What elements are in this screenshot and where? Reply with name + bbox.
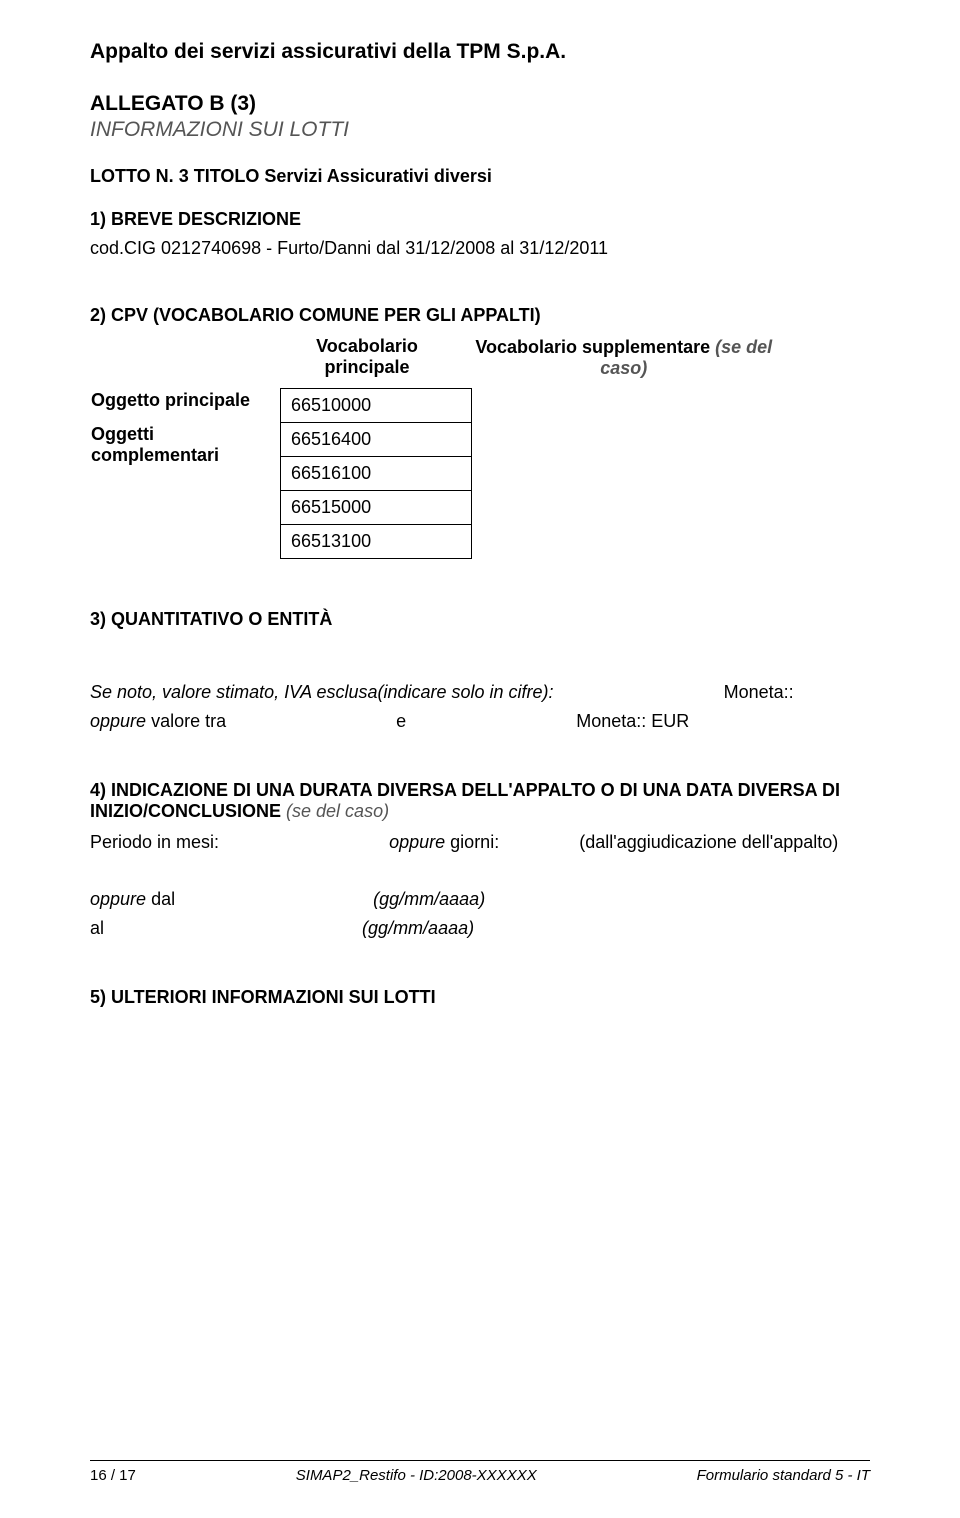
s3-line2-moneta: Moneta:: EUR (576, 711, 689, 731)
lotto-titolo-value: Servizi Assicurativi diversi (264, 166, 491, 186)
cpv-complementari-1: 66516100 (281, 457, 472, 491)
s3-line2-valore-tra: valore tra (151, 711, 226, 731)
running-title: Appalto dei servizi assicurativi della T… (90, 40, 870, 64)
s4-periodo-line: Periodo in mesi: oppure giorni: (dall'ag… (90, 832, 870, 853)
cpv-col-main: Vocabolario principale (281, 334, 472, 389)
s4-al-line: al (gg/mm/aaaa) (90, 918, 870, 939)
s1-text: cod.CIG 0212740698 - Furto/Danni dal 31/… (90, 238, 870, 259)
s3-line2-prefix: oppure (90, 711, 146, 731)
s4-dal: dal (151, 889, 175, 909)
s4-giorni-label: giorni: (450, 832, 499, 852)
s3-line2-e: e (396, 711, 406, 731)
s4-al: al (90, 918, 104, 938)
cpv-row-complementari-label: Oggetti complementari (90, 423, 281, 559)
s4-heading-text: 4) INDICAZIONE DI UNA DURATA DIVERSA DEL… (90, 780, 840, 821)
lotto-line: LOTTO N. 3 TITOLO Servizi Assicurativi d… (90, 166, 870, 187)
s3-line1-prefix: Se noto, valore stimato, IVA esclusa (90, 682, 377, 702)
cpv-row-principale-label: Oggetto principale (90, 389, 281, 423)
footer-left: 16 / 17 (90, 1467, 136, 1484)
page-footer: 16 / 17 SIMAP2_Restifo - ID:2008-XXXXXX … (0, 1460, 960, 1484)
s3-line1: Se noto, valore stimato, IVA esclusa(ind… (90, 682, 870, 703)
s4-heading-note: (se del caso) (286, 801, 389, 821)
s3-line2: oppure valore tra e Moneta:: EUR (90, 711, 870, 732)
s5-heading: 5) ULTERIORI INFORMAZIONI SUI LOTTI (90, 987, 870, 1008)
s2-heading: 2) CPV (VOCABOLARIO COMUNE PER GLI APPAL… (90, 305, 870, 326)
footer-mid: SIMAP2_Restifo - ID:2008-XXXXXX (296, 1467, 537, 1484)
s4-dal-fmt: (gg/mm/aaaa) (373, 889, 485, 909)
s3-line1-moneta: Moneta:: (724, 682, 794, 702)
s4-heading: 4) INDICAZIONE DI UNA DURATA DIVERSA DEL… (90, 780, 870, 822)
allegato-subtitle: INFORMAZIONI SUI LOTTI (90, 118, 870, 142)
lotto-titolo-label: TITOLO (194, 166, 260, 186)
s4-dal-line: oppure dal (gg/mm/aaaa) (90, 889, 870, 910)
s4-periodo-label: Periodo in mesi: (90, 832, 219, 852)
cpv-col-supp-text: Vocabolario supplementare (475, 337, 710, 357)
cpv-principale-value: 66510000 (281, 389, 472, 423)
lotto-number: 3 (179, 166, 189, 186)
s1-heading: 1) BREVE DESCRIZIONE (90, 209, 870, 230)
footer-right: Formulario standard 5 - IT (697, 1467, 870, 1484)
s4-al-fmt: (gg/mm/aaaa) (362, 918, 474, 938)
lotto-label: LOTTO N. (90, 166, 174, 186)
cpv-complementari-3: 66513100 (281, 525, 472, 559)
cpv-table: Vocabolario principale Vocabolario suppl… (90, 334, 794, 559)
footer-rule (90, 1460, 870, 1461)
cpv-col-supp: Vocabolario supplementare (se del caso) (472, 334, 795, 389)
cpv-complementari-2: 66515000 (281, 491, 472, 525)
s3-heading: 3) QUANTITATIVO O ENTITÀ (90, 609, 870, 630)
s4-oppure-dal-prefix: oppure (90, 889, 146, 909)
s3-line1-suffix: (indicare solo in cifre): (377, 682, 553, 702)
cpv-complementari-0: 66516400 (281, 423, 472, 457)
s4-oppure-giorni: oppure (389, 832, 445, 852)
allegato-title: ALLEGATO B (3) (90, 92, 870, 116)
s4-tail: (dall'aggiudicazione dell'appalto) (579, 832, 838, 852)
